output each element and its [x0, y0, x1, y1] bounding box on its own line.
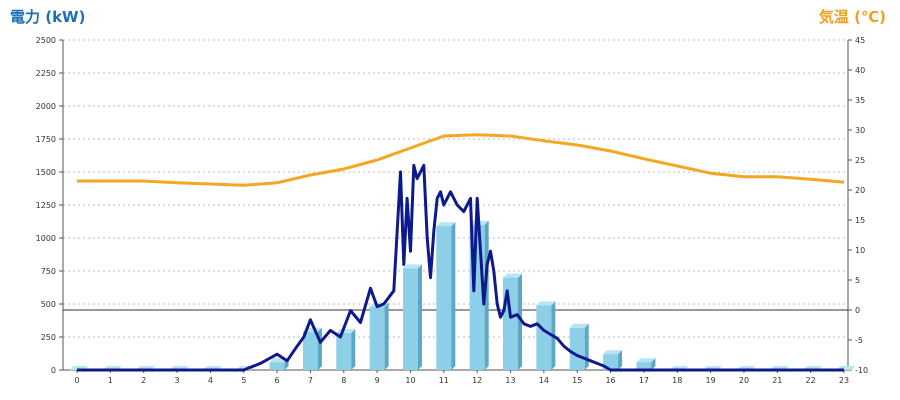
left-axis-title: 電力 (kW) — [10, 8, 86, 26]
right-tick-label: 30 — [855, 126, 865, 135]
bar — [402, 264, 422, 370]
left-tick-label: 2250 — [36, 69, 56, 78]
left-tick-label: 1750 — [36, 135, 56, 144]
x-tick-label: 17 — [639, 376, 649, 385]
x-tick-label: 12 — [472, 376, 482, 385]
x-tick-label: 15 — [572, 376, 582, 385]
x-tick-label: 9 — [375, 376, 380, 385]
right-tick-label: 45 — [855, 36, 865, 45]
bar — [569, 323, 589, 370]
left-tick-label: 1250 — [36, 201, 56, 210]
bar — [636, 358, 656, 370]
x-tick-label: 5 — [241, 376, 246, 385]
bar — [369, 302, 389, 370]
right-tick-label: 0 — [855, 306, 860, 315]
power-line — [77, 163, 844, 372]
right-tick-label: 5 — [855, 276, 860, 285]
x-tick-label: 14 — [539, 376, 549, 385]
left-tick-label: 2500 — [36, 36, 56, 45]
x-tick-label: 23 — [839, 376, 849, 385]
right-tick-label: -5 — [855, 336, 863, 345]
x-tick-label: 1 — [108, 376, 113, 385]
bar — [603, 350, 623, 370]
bar — [336, 329, 356, 370]
left-tick-label: 750 — [41, 267, 56, 276]
x-tick-label: 3 — [174, 376, 179, 385]
x-tick-label: 0 — [74, 376, 79, 385]
x-tick-label: 6 — [275, 376, 280, 385]
left-tick-label: 0 — [51, 366, 56, 375]
x-tick-label: 11 — [439, 376, 449, 385]
x-tick-label: 4 — [208, 376, 213, 385]
right-tick-label: 20 — [855, 186, 865, 195]
right-axis-title: 気温 (℃) — [818, 8, 886, 26]
right-tick-label: 40 — [855, 66, 865, 75]
right-tick-label: -10 — [855, 366, 868, 375]
bar — [503, 273, 523, 370]
x-tick-label: 21 — [772, 376, 782, 385]
x-tick-label: 16 — [605, 376, 615, 385]
right-tick-label: 15 — [855, 216, 865, 225]
right-tick-label: 35 — [855, 96, 865, 105]
x-tick-label: 7 — [308, 376, 313, 385]
x-tick-label: 10 — [405, 376, 415, 385]
x-tick-label: 18 — [672, 376, 682, 385]
left-tick-label: 500 — [41, 300, 56, 309]
right-tick-label: 10 — [855, 246, 865, 255]
left-tick-label: 2000 — [36, 102, 56, 111]
bar — [436, 222, 456, 370]
x-tick-label: 8 — [341, 376, 346, 385]
x-tick-label: 19 — [706, 376, 716, 385]
x-tick-label: 22 — [806, 376, 816, 385]
right-tick-label: 25 — [855, 156, 865, 165]
left-tick-label: 1000 — [36, 234, 56, 243]
x-tick-label: 13 — [505, 376, 515, 385]
x-tick-label: 2 — [141, 376, 146, 385]
temperature-line — [77, 133, 845, 187]
left-tick-label: 250 — [41, 333, 56, 342]
left-tick-label: 1500 — [36, 168, 56, 177]
x-tick-label: 20 — [739, 376, 749, 385]
